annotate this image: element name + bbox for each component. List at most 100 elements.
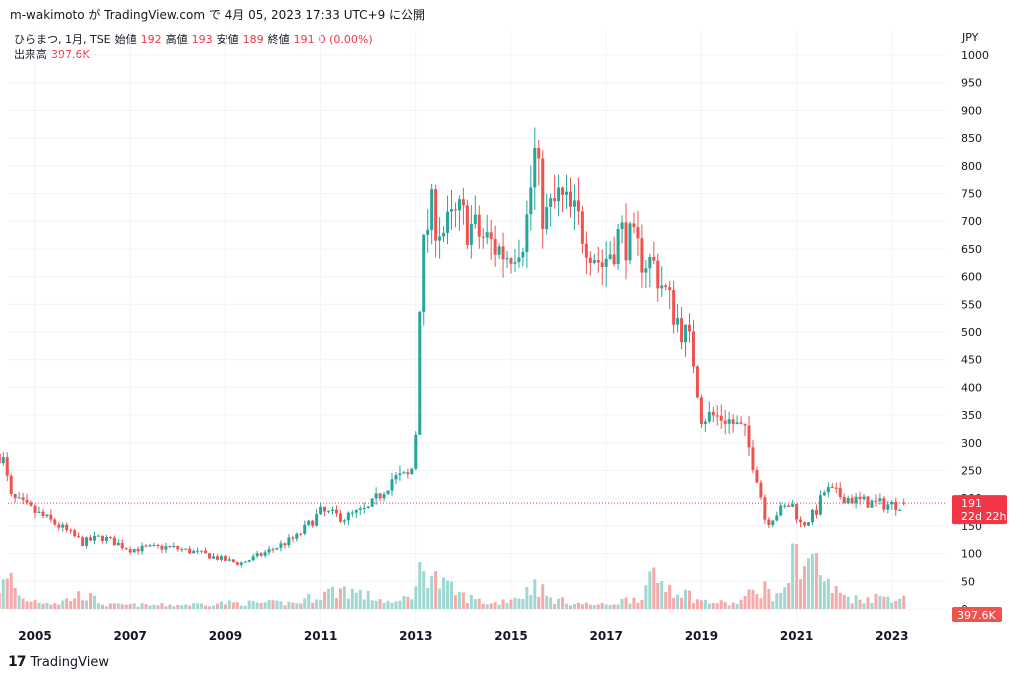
candle-body bbox=[604, 258, 608, 267]
volume-bar bbox=[695, 599, 699, 609]
volume-bar bbox=[838, 592, 842, 609]
candle-body bbox=[231, 559, 235, 563]
candle-body bbox=[112, 537, 116, 546]
candle-body bbox=[612, 254, 616, 265]
volume-bar bbox=[826, 578, 830, 609]
volume-bar bbox=[9, 572, 13, 609]
candle-body bbox=[703, 421, 707, 424]
low-label: 安値 bbox=[216, 33, 239, 46]
volume-bar bbox=[315, 599, 319, 609]
y-tick-label: 400 bbox=[961, 381, 982, 394]
candle-body bbox=[259, 553, 263, 556]
volume-bar bbox=[49, 604, 53, 609]
x-tick-label: 2019 bbox=[685, 629, 718, 643]
volume-bar bbox=[509, 599, 513, 609]
volume-bar bbox=[255, 602, 259, 609]
last-volume-value: 397.6K bbox=[957, 609, 996, 622]
volume-bar bbox=[842, 594, 846, 609]
candle-body bbox=[346, 512, 350, 521]
y-tick-label: 750 bbox=[961, 188, 982, 201]
candle-body bbox=[180, 549, 184, 551]
volume-bar bbox=[434, 571, 438, 609]
candle-body bbox=[116, 543, 120, 546]
candle-body bbox=[366, 506, 370, 508]
candle-body bbox=[874, 500, 878, 502]
candle-body bbox=[775, 515, 779, 521]
volume-bar bbox=[267, 600, 271, 609]
y-tick-label: 600 bbox=[961, 271, 982, 284]
volume-bar bbox=[664, 591, 668, 609]
volume-bar bbox=[735, 603, 739, 609]
volume-bar bbox=[529, 595, 533, 609]
volume-bar bbox=[358, 589, 362, 609]
candle-body bbox=[450, 209, 453, 212]
volume-bar bbox=[715, 603, 719, 609]
volume-bar bbox=[660, 581, 664, 609]
candle-body bbox=[620, 222, 624, 229]
candle-body bbox=[489, 232, 493, 239]
volume-bar bbox=[894, 600, 898, 609]
volume-bar bbox=[830, 593, 834, 609]
volume-bar bbox=[438, 588, 442, 609]
volume-bar bbox=[652, 567, 656, 609]
brand-footer[interactable]: 17 TradingView bbox=[8, 654, 109, 670]
candle-body bbox=[461, 199, 465, 206]
candle-body bbox=[136, 548, 140, 552]
volume-bar bbox=[204, 605, 208, 609]
candle-body bbox=[834, 487, 838, 489]
volume-bar bbox=[541, 584, 545, 609]
candle-body bbox=[434, 189, 438, 241]
candle-body bbox=[124, 548, 128, 550]
symbol-label[interactable]: ひらまつ, 1月, TSE bbox=[14, 33, 111, 46]
volume-bar bbox=[283, 605, 287, 609]
candle-body bbox=[69, 530, 73, 532]
candle-body bbox=[886, 504, 890, 510]
volume-bar bbox=[703, 600, 707, 609]
candle-body bbox=[803, 522, 807, 526]
candle-body bbox=[862, 496, 866, 500]
volume-bar bbox=[505, 603, 509, 609]
candle-body bbox=[235, 562, 239, 565]
volume-bar bbox=[553, 604, 557, 609]
volume-bar bbox=[29, 601, 33, 609]
volume-bar bbox=[208, 606, 212, 609]
candle-body bbox=[791, 504, 795, 507]
candle-body bbox=[644, 268, 648, 273]
candle-body bbox=[688, 324, 691, 332]
candle-body bbox=[291, 537, 295, 539]
volume-bar bbox=[176, 604, 180, 609]
candle-body bbox=[422, 234, 426, 312]
volume-bar bbox=[200, 603, 204, 609]
volume-bar bbox=[184, 604, 188, 609]
candle-body bbox=[25, 499, 29, 503]
candle-body bbox=[100, 535, 104, 541]
candle-body bbox=[569, 191, 572, 207]
candle-body bbox=[96, 535, 100, 537]
volume-bar bbox=[108, 603, 112, 609]
candle-body bbox=[81, 537, 85, 546]
candle-body bbox=[33, 505, 37, 513]
candle-body bbox=[799, 519, 803, 523]
candle-body bbox=[45, 514, 49, 516]
candle-body bbox=[771, 520, 775, 525]
volume-bar bbox=[680, 597, 684, 609]
publish-attribution: m-wakimoto が TradingView.com で 4月 05, 20… bbox=[10, 8, 426, 22]
candle-body bbox=[767, 519, 771, 525]
volume-bar bbox=[160, 603, 164, 609]
candle-body bbox=[13, 493, 17, 498]
candle-body bbox=[108, 536, 112, 538]
candle-body bbox=[307, 520, 311, 525]
candle-body bbox=[497, 246, 501, 255]
candle-body bbox=[632, 223, 636, 228]
volume-bar bbox=[180, 605, 184, 609]
volume-bar bbox=[1, 579, 5, 609]
candle-body bbox=[457, 199, 461, 211]
candle-body bbox=[545, 207, 549, 230]
candle-body bbox=[902, 502, 906, 504]
candle-body bbox=[279, 543, 283, 548]
candle-body bbox=[747, 425, 751, 448]
volume-bar bbox=[628, 603, 632, 609]
volume-bar bbox=[676, 594, 680, 609]
candle-body bbox=[846, 498, 850, 504]
